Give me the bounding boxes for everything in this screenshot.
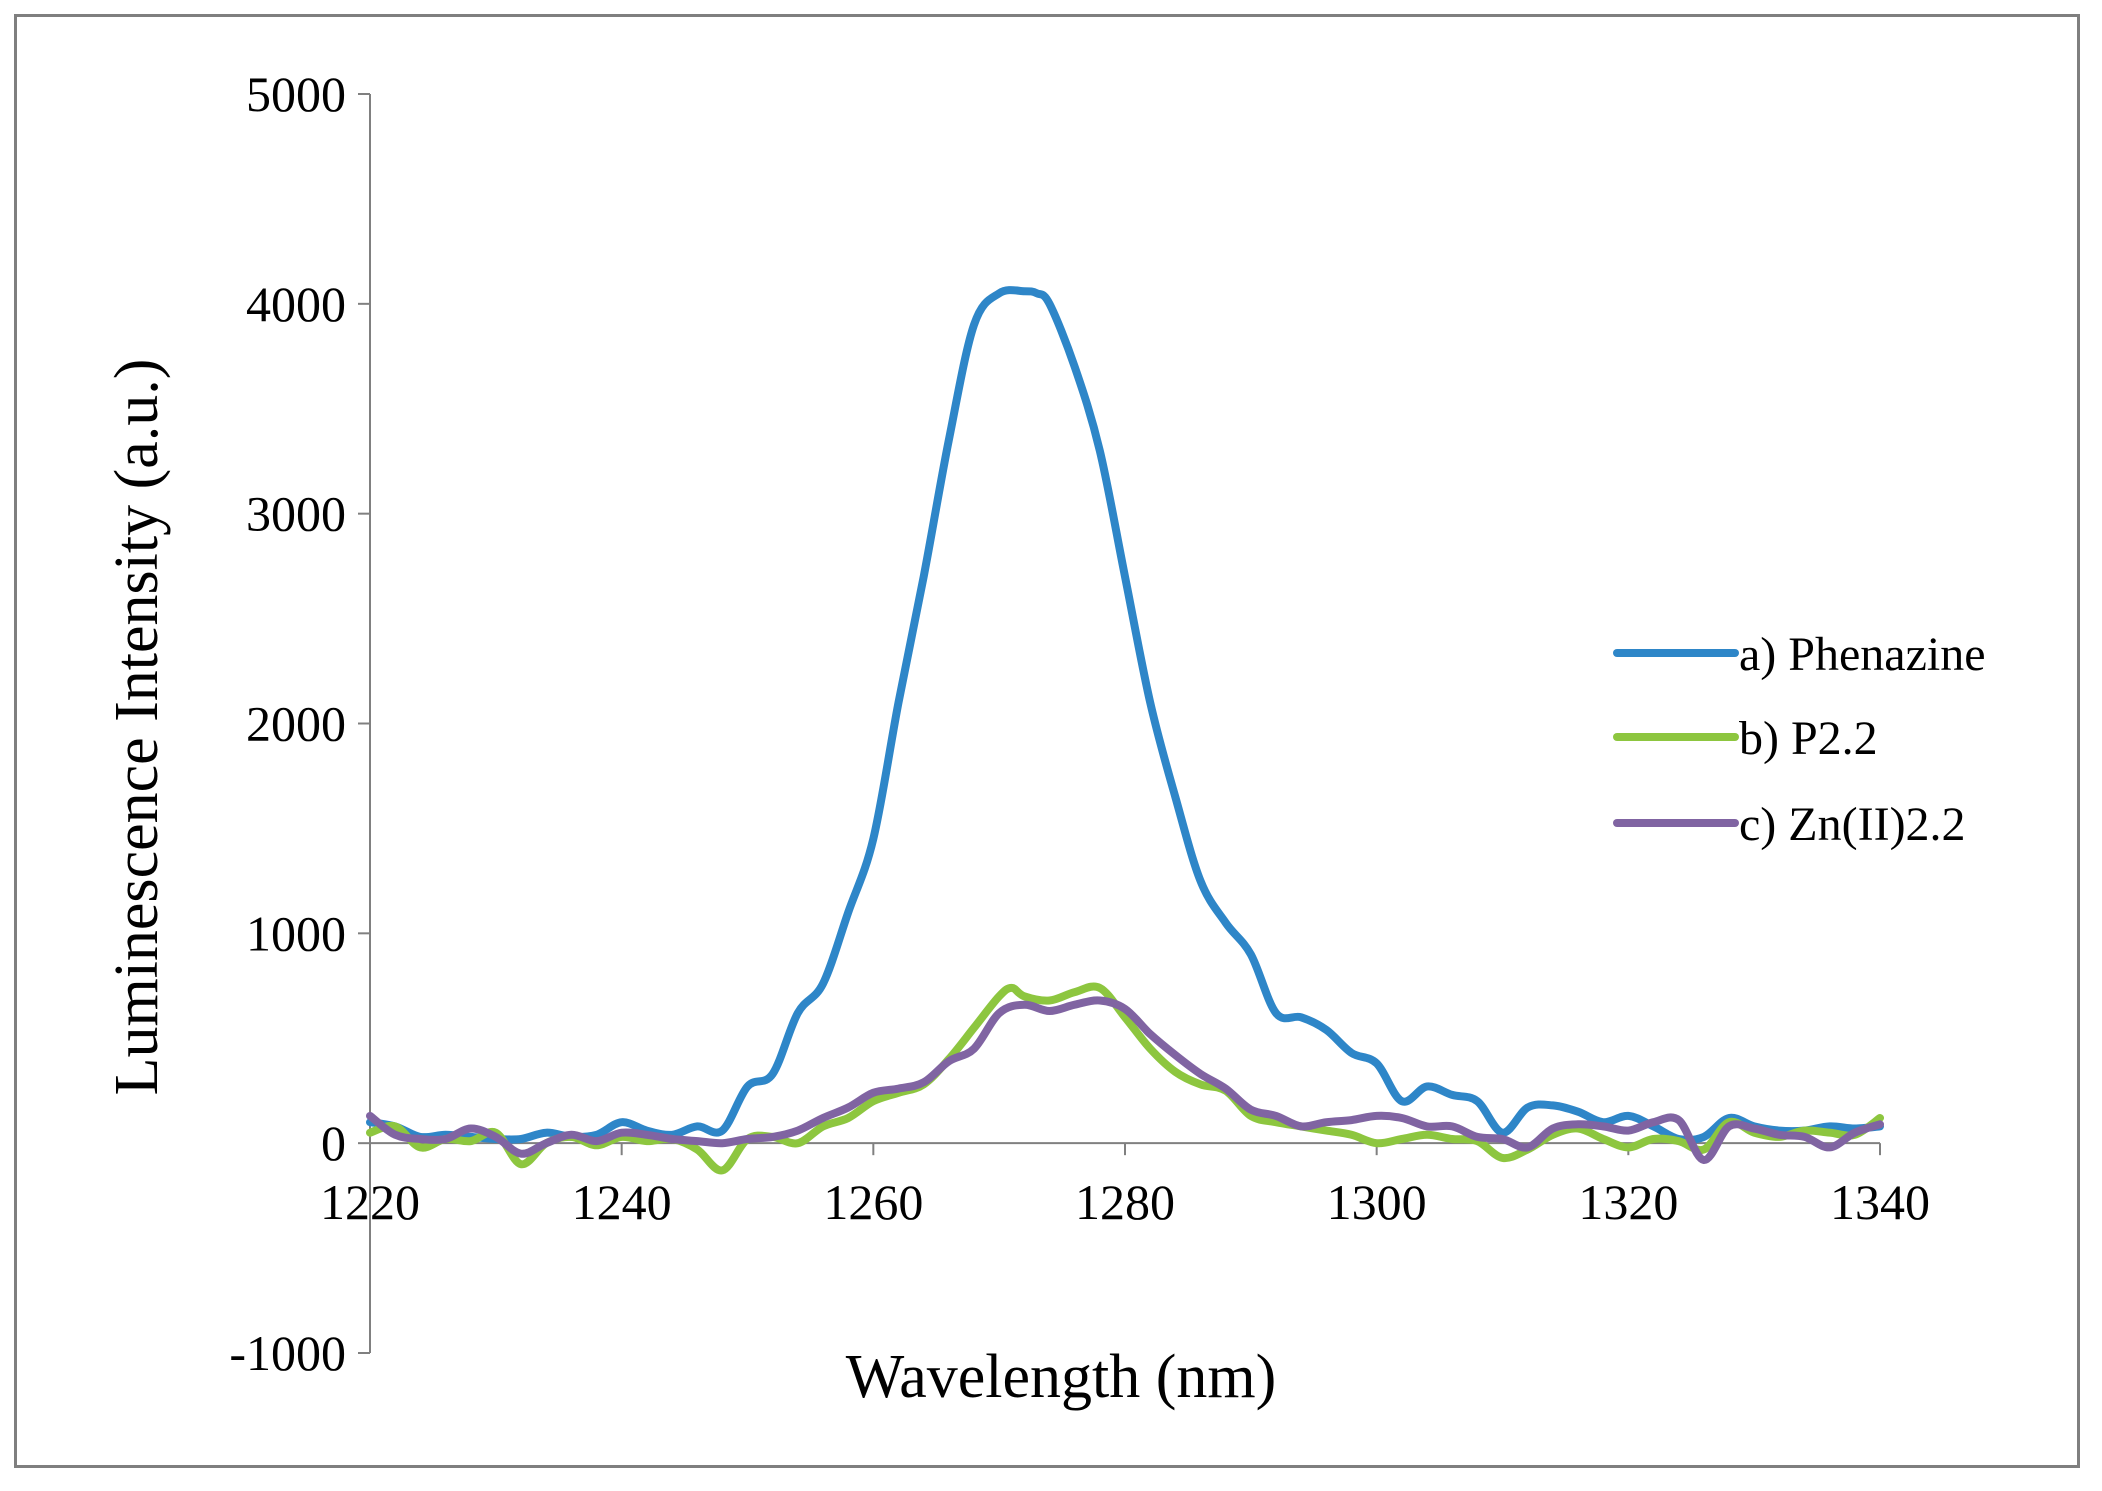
legend-label: b) P2.2 (1739, 712, 1878, 765)
x-tick-label: 1260 (823, 1174, 923, 1230)
x-tick-label: 1240 (572, 1174, 672, 1230)
y-tick-label: 1000 (246, 905, 346, 961)
y-tick-label: 3000 (246, 486, 346, 542)
y-tick-label: 5000 (246, 66, 346, 122)
y-tick-label: 0 (321, 1115, 346, 1171)
x-axis-title: Wavelength (nm) (846, 1343, 1277, 1411)
legend-label: c) Zn(II)2.2 (1739, 798, 1966, 851)
legend-label: a) Phenazine (1739, 628, 1986, 681)
x-tick-label: 1280 (1075, 1174, 1175, 1230)
y-axis-title: Luminescence Intensity (a.u.) (103, 359, 171, 1096)
x-tick-label: 1340 (1830, 1174, 1930, 1230)
chart-frame: -1000 0 1000 2000 3000 4000 5000 1220 1240 1260 12… (14, 14, 2080, 1468)
y-tick-label: -1000 (229, 1325, 346, 1381)
y-tick-label: 4000 (246, 276, 346, 332)
axes: -1000 0 1000 2000 3000 4000 5000 1220 1240 1260 12… (229, 66, 1930, 1381)
chart-svg: -1000 0 1000 2000 3000 4000 5000 1220 1240 1260 12… (103, 66, 1986, 1411)
y-tick-label: 2000 (246, 696, 346, 752)
x-tick-label: 1320 (1578, 1174, 1678, 1230)
x-tick-label: 1220 (320, 1174, 420, 1230)
legend: a) Phenazine b) P2.2 c) Zn(II)2.2 (1613, 628, 1986, 851)
series-line-1 (366, 286, 1884, 1145)
series-lines (366, 286, 1884, 1175)
x-tick-label: 1300 (1327, 1174, 1427, 1230)
series-line-3 (366, 996, 1884, 1164)
